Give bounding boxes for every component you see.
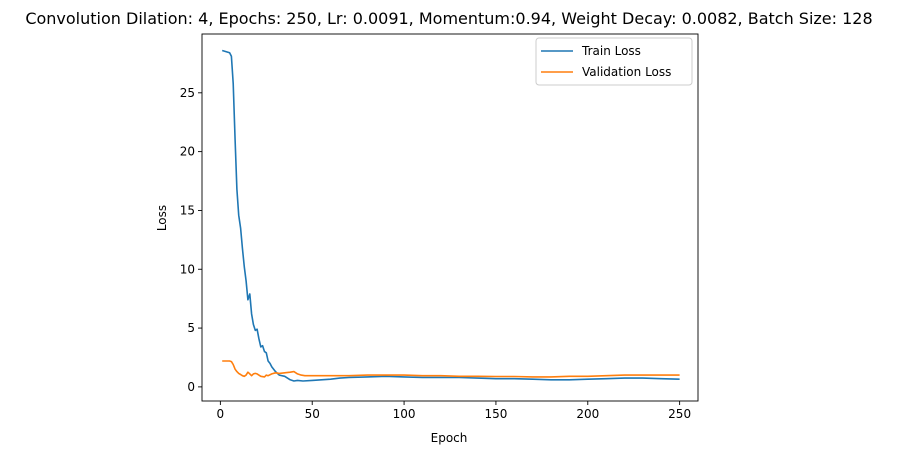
legend-label-1: Train Loss	[581, 44, 641, 58]
y-tick-label: 15	[180, 203, 195, 217]
y-tick-label: 0	[187, 380, 195, 394]
x-axis-label: Epoch	[431, 431, 468, 445]
x-axis: 0 50 100 150 200 250	[217, 401, 691, 421]
y-tick-label: 20	[180, 145, 195, 159]
x-tick-label: 50	[305, 407, 320, 421]
plot-frame	[201, 33, 699, 402]
y-tick-label: 25	[180, 86, 195, 100]
series-line-2	[222, 360, 680, 378]
x-tick-label: 200	[576, 407, 599, 421]
plot-area	[201, 33, 699, 402]
y-tick-label: 10	[180, 262, 195, 276]
series-line-1	[221, 49, 680, 382]
x-tick-label: 0	[217, 407, 225, 421]
legend: Train Loss Validation Loss	[535, 37, 693, 86]
legend-box	[535, 37, 693, 86]
legend-label-2: Validation Loss	[582, 65, 671, 79]
y-axis-label: Loss	[155, 205, 169, 231]
x-tick-label: 250	[668, 407, 691, 421]
y-axis: 0 5 10 15 20 25	[180, 86, 202, 394]
x-tick-label: 150	[484, 407, 507, 421]
chart-title: Convolution Dilation: 4, Epochs: 250, Lr…	[25, 9, 872, 28]
y-tick-label: 5	[187, 321, 195, 335]
x-tick-label: 100	[393, 407, 416, 421]
